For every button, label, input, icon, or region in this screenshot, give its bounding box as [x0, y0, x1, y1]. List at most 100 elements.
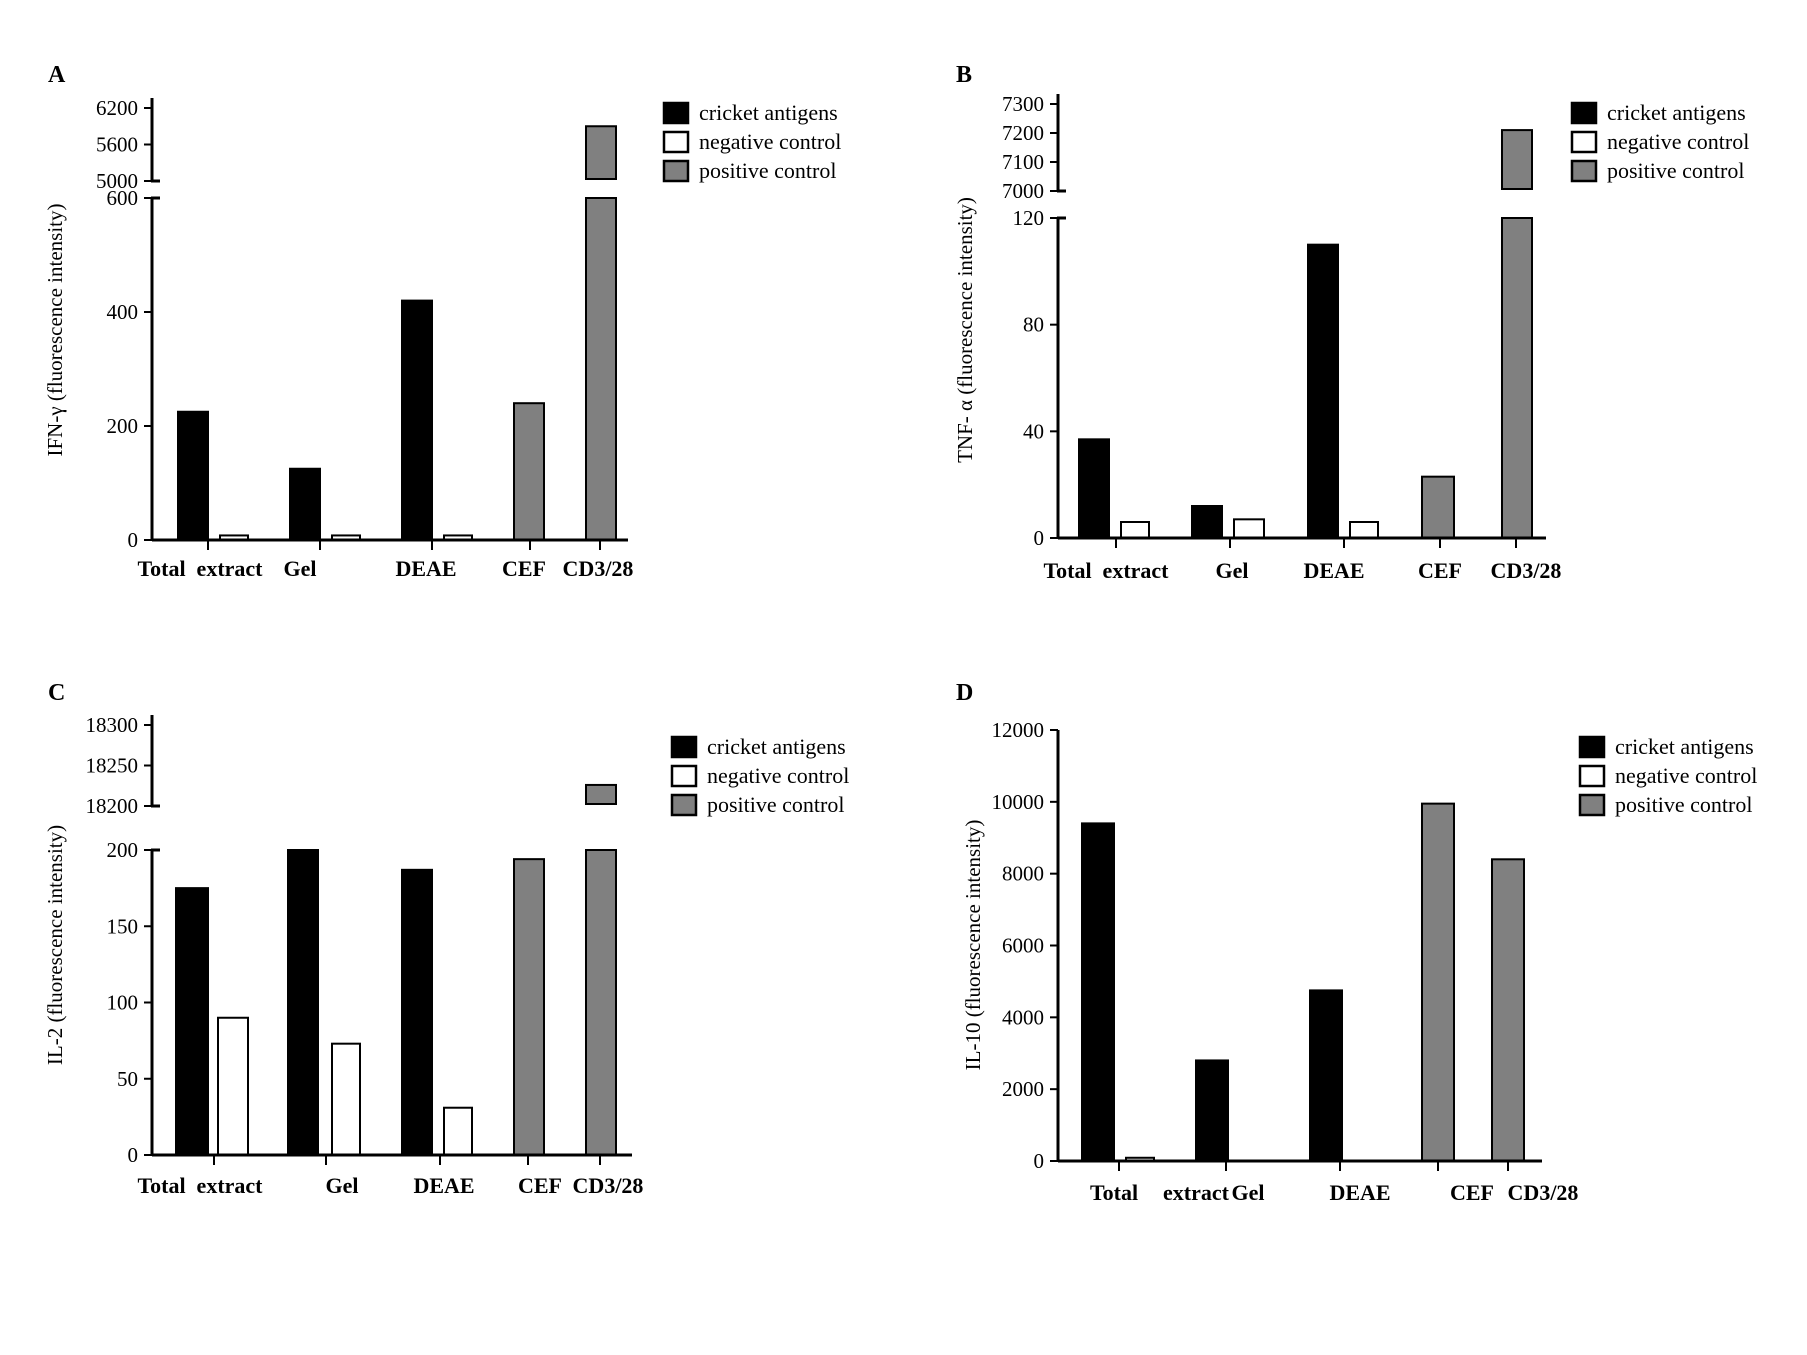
x-tick-label: CD3/28	[573, 1173, 644, 1198]
legend-swatch-cricket	[662, 101, 690, 125]
y-tick-label: 18300	[86, 713, 139, 737]
panel-letter: A	[48, 62, 66, 88]
x-tick-label: CEF	[502, 556, 546, 581]
panel-letter: C	[48, 680, 65, 706]
x-tick-label: Total extract	[137, 1173, 263, 1198]
y-tick-label: 18200	[86, 794, 139, 818]
x-tick-label: DEAE	[1329, 1180, 1390, 1205]
x-tick-label: CEF	[518, 1173, 562, 1198]
y-tick-label: 200	[107, 838, 139, 862]
bar-cricket	[177, 410, 209, 541]
bar-positive	[1421, 802, 1455, 1162]
bar-cricket	[1309, 989, 1343, 1162]
y-tick-label: 0	[1034, 526, 1045, 550]
bar-negative	[1120, 521, 1150, 539]
legend-swatch-positive	[1570, 159, 1598, 183]
y-axis-title: IL-2 (fluorescence intensity)	[43, 825, 67, 1065]
legend-label: cricket antigens	[707, 734, 846, 759]
y-tick-label: 40	[1023, 419, 1044, 443]
legend-label: negative control	[1607, 129, 1749, 154]
x-tick-label: CD3/28	[563, 556, 634, 581]
y-tick-label: 600	[107, 186, 139, 210]
x-tick-label: Total extract	[137, 556, 263, 581]
bar-cricket	[401, 299, 433, 541]
y-tick-label: 50	[117, 1067, 138, 1091]
bar-positive	[513, 402, 545, 542]
y-tick-label: 7200	[1002, 121, 1044, 145]
y-tick-label: 5600	[96, 133, 138, 157]
y-tick-label: 100	[107, 991, 139, 1015]
y-axis-title: TNF- α (fluorescence intensity)	[953, 197, 977, 463]
x-tick-label: DEAE	[413, 1173, 474, 1198]
bar-cricket	[401, 868, 433, 1156]
y-tick-label: 4000	[1002, 1005, 1044, 1029]
legend: cricket antigens negative control positive…	[662, 100, 841, 183]
y-tick-label: 400	[107, 300, 139, 324]
legend-label: cricket antigens	[1615, 734, 1754, 759]
x-tick-label: Gel	[326, 1173, 359, 1198]
legend-label: negative control	[699, 129, 841, 154]
bar-positive-upper	[585, 125, 617, 180]
x-tick-label: DEAE	[395, 556, 456, 581]
y-tick-label: 8000	[1002, 862, 1044, 886]
bar-cricket	[289, 467, 321, 541]
bar-positive-upper	[1501, 129, 1533, 191]
legend: cricket antigens negative control positive…	[1578, 734, 1757, 817]
y-tick-label: 80	[1023, 313, 1044, 337]
y-tick-label: 18250	[86, 754, 139, 778]
bar-cricket	[1191, 505, 1223, 539]
y-tick-label: 6200	[96, 96, 138, 120]
bar-negative	[443, 1106, 473, 1156]
bar-positive-lower	[1501, 217, 1533, 539]
bar-cricket-lower	[287, 849, 319, 1156]
bar-negative	[217, 1016, 249, 1156]
bar-positive	[1491, 858, 1525, 1162]
y-tick-label: 150	[107, 914, 139, 938]
y-tick-label: 0	[128, 1143, 139, 1167]
bar-positive-upper	[585, 783, 617, 806]
bar-cricket	[1081, 822, 1115, 1163]
legend-label: positive control	[699, 158, 836, 183]
y-tick-label: 7100	[1002, 150, 1044, 174]
bar-cricket	[1078, 438, 1110, 540]
x-tick-label: extract	[1163, 1180, 1230, 1205]
legend-label: negative control	[707, 763, 849, 788]
legend-swatch-negative	[662, 130, 690, 154]
x-tick-label: Total extract	[1043, 558, 1169, 583]
chart-panel-b: B 0 40 80 120 7000 7100 7200 7300 TNF- α (fluores…	[953, 62, 1749, 583]
chart-panel-c: C 0 50 100 150 200 18200 18250 18300 IL-2 (fluore…	[43, 680, 849, 1198]
legend-label: positive control	[1615, 792, 1752, 817]
y-tick-label: 12000	[992, 718, 1045, 742]
y-tick-label: 6000	[1002, 934, 1044, 958]
legend-swatch-negative	[1570, 130, 1598, 154]
y-tick-label: 7300	[1002, 92, 1044, 116]
y-axis-title: IFN-γ (fluorescence intensity)	[43, 203, 67, 456]
bar-cricket	[1307, 243, 1339, 540]
legend: cricket antigens negative control positive…	[1570, 100, 1749, 183]
bar-positive	[513, 858, 545, 1157]
y-tick-label: 7000	[1002, 179, 1044, 203]
legend: cricket antigens negative control positive…	[670, 734, 849, 817]
x-tick-label: CD3/28	[1491, 558, 1562, 583]
x-tick-label: DEAE	[1303, 558, 1364, 583]
x-tick-label: CEF	[1450, 1180, 1494, 1205]
bar-positive	[1421, 475, 1455, 539]
legend-label: negative control	[1615, 763, 1757, 788]
y-tick-label: 200	[107, 414, 139, 438]
legend-swatch-positive	[1578, 793, 1606, 817]
legend-swatch-cricket	[670, 735, 698, 759]
y-tick-label: 10000	[992, 790, 1045, 814]
bar-positive-lower	[585, 849, 617, 1156]
bar-cricket	[175, 887, 209, 1156]
bar-cricket	[1195, 1059, 1229, 1163]
legend-label: positive control	[707, 792, 844, 817]
panel-letter: D	[956, 680, 973, 706]
y-tick-label: 2000	[1002, 1077, 1044, 1101]
legend-label: cricket antigens	[1607, 100, 1746, 125]
y-tick-label: 0	[128, 528, 139, 552]
panel-letter: B	[956, 62, 972, 88]
chart-panel-d: D 0 2000 4000 6000 8000 10000 12000 IL-10 (fluor…	[956, 680, 1757, 1205]
x-tick-label: CEF	[1418, 558, 1462, 583]
